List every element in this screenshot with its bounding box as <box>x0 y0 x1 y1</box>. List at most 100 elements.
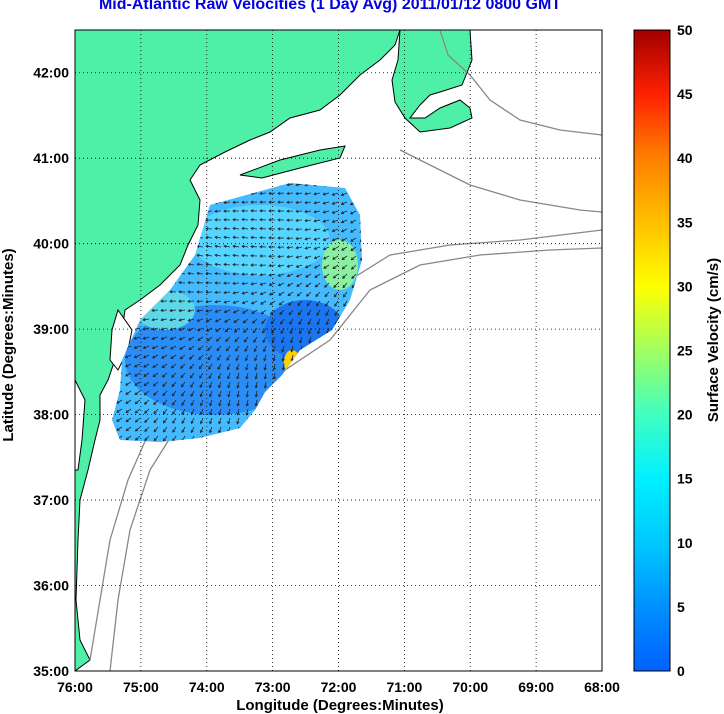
velocity-arrowhead <box>169 327 173 331</box>
velocity-arrow <box>189 354 195 360</box>
velocity-arrowhead <box>281 349 285 353</box>
velocity-arrowhead <box>268 183 272 187</box>
velocity-arrow <box>324 291 330 297</box>
velocity-arrowhead <box>317 331 321 335</box>
velocity-arrow <box>324 273 330 279</box>
velocity-arrowhead <box>297 302 301 306</box>
velocity-arrowhead <box>214 201 218 205</box>
velocity-arrowhead <box>227 421 231 425</box>
velocity-arrow <box>290 327 294 334</box>
velocity-arrow <box>200 426 204 433</box>
velocity-arrow <box>343 300 348 307</box>
velocity-arrowhead <box>315 420 319 424</box>
lat-tick-label: 39:00 <box>33 321 69 337</box>
lon-tick-label: 70:00 <box>452 679 488 695</box>
colorbar-tick-label: 30 <box>677 278 693 294</box>
velocity-arrowhead <box>208 375 212 379</box>
lon-tick-label: 69:00 <box>518 679 554 695</box>
velocity-arrow <box>262 336 267 343</box>
velocity-arrow <box>359 237 362 242</box>
velocity-arrowhead <box>125 391 129 395</box>
velocity-arrowhead <box>352 303 356 307</box>
velocity-arrowhead <box>214 244 218 248</box>
velocity-arrowhead <box>232 291 236 295</box>
velocity-arrow <box>228 399 231 406</box>
velocity-arrow <box>191 417 195 424</box>
velocity-arrowhead <box>268 218 272 222</box>
velocity-arrowhead <box>108 410 110 412</box>
velocity-arrowhead <box>205 299 209 304</box>
velocity-arrowhead <box>153 420 157 424</box>
velocity-arrowhead <box>295 227 299 232</box>
velocity-arrow <box>134 381 141 386</box>
velocity-arrowhead <box>334 312 338 317</box>
velocity-arrowhead <box>223 226 227 231</box>
velocity-arrowhead <box>306 303 310 307</box>
velocity-arrowhead <box>297 437 301 441</box>
velocity-arrowhead <box>332 428 336 431</box>
velocity-arrowhead <box>332 436 336 440</box>
velocity-arrow <box>244 336 249 343</box>
velocity-arrowhead <box>313 246 317 250</box>
velocity-arrow <box>181 390 186 397</box>
velocity-arrowhead <box>214 300 218 304</box>
velocity-arrow <box>271 435 276 442</box>
velocity-arrowhead <box>344 340 348 344</box>
velocity-arrowhead <box>322 237 326 241</box>
velocity-arrow <box>306 300 312 306</box>
velocity-arrow <box>298 318 303 325</box>
velocity-arrowhead <box>223 281 227 285</box>
velocity-arrow <box>296 192 303 195</box>
velocity-arrow <box>153 399 159 405</box>
velocity-arrow <box>226 354 231 361</box>
velocity-arrowhead <box>288 438 292 442</box>
velocity-arrowhead <box>326 349 330 353</box>
velocity-arrow <box>181 417 186 424</box>
velocity-arrowhead <box>163 420 166 424</box>
velocity-arrowhead <box>250 254 254 258</box>
velocity-arrow <box>344 327 348 334</box>
velocity-arrow <box>197 245 204 248</box>
velocity-arrowhead <box>205 271 209 276</box>
velocity-arrowhead <box>196 235 200 240</box>
velocity-arrowhead <box>316 312 320 316</box>
velocity-arrowhead <box>317 349 321 353</box>
velocity-arrowhead <box>334 303 338 307</box>
velocity-arrowhead <box>358 427 362 431</box>
velocity-arrow <box>125 417 132 422</box>
velocity-arrow <box>246 408 249 415</box>
velocity-arrowhead <box>178 308 182 313</box>
velocity-arrow <box>197 183 204 188</box>
velocity-arrowhead <box>241 272 245 276</box>
velocity-arrowhead <box>262 349 267 353</box>
velocity-arrowhead <box>299 385 303 389</box>
velocity-arrow <box>218 426 222 433</box>
velocity-arrow <box>314 273 321 278</box>
velocity-arrow <box>300 372 303 379</box>
velocity-arrowhead <box>254 403 258 407</box>
velocity-arrowhead <box>232 192 236 196</box>
velocity-arrow <box>251 282 258 285</box>
velocity-arrow <box>281 336 285 343</box>
velocity-arrow <box>161 345 168 350</box>
velocity-arrowhead <box>244 348 248 352</box>
velocity-arrowhead <box>352 375 356 380</box>
velocity-arrowhead <box>224 319 228 323</box>
velocity-arrowhead <box>206 328 210 332</box>
velocity-arrowhead <box>314 284 318 288</box>
velocity-arrow <box>206 192 213 196</box>
velocity-arrowhead <box>208 384 212 389</box>
velocity-arrowhead <box>142 318 146 322</box>
velocity-arrowhead <box>171 384 175 388</box>
velocity-arrowhead <box>308 403 312 407</box>
velocity-arrowhead <box>299 349 303 353</box>
velocity-arrowhead <box>196 253 200 257</box>
velocity-arrowhead <box>268 282 272 286</box>
velocity-arrow <box>350 192 357 197</box>
velocity-arrow <box>309 381 312 388</box>
velocity-arrow <box>325 408 330 415</box>
velocity-arrowhead <box>259 263 263 267</box>
velocity-arrow <box>260 273 267 276</box>
velocity-arrowhead <box>214 226 218 231</box>
velocity-arrow <box>342 264 348 270</box>
